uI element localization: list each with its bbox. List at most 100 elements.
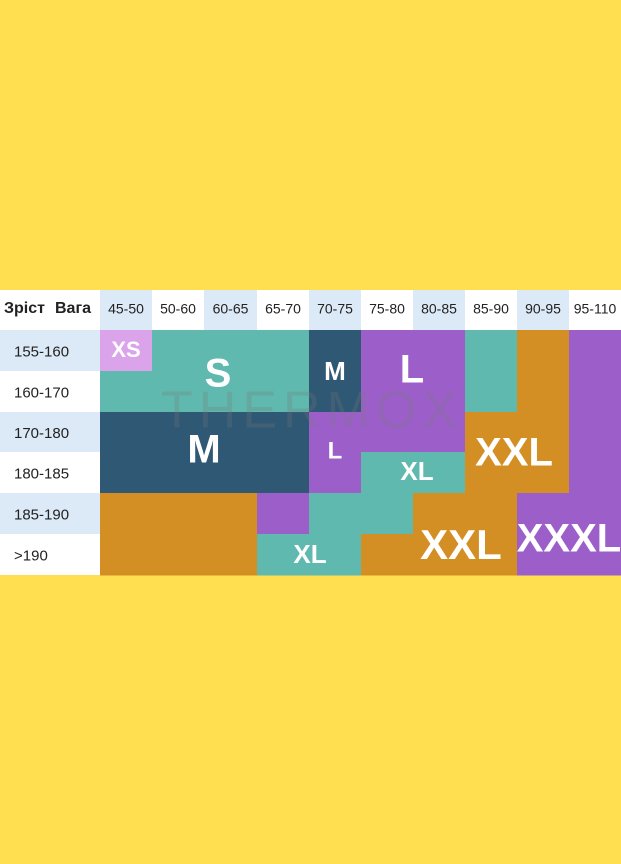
height-header: Зріст	[4, 300, 45, 317]
size-cell	[100, 330, 153, 372]
size-label: XL	[400, 456, 433, 486]
size-label: XL	[293, 539, 326, 569]
watermark: THERMOX	[161, 382, 463, 440]
size-cell	[257, 371, 310, 413]
size-cell	[152, 534, 205, 576]
size-cell	[413, 412, 466, 453]
weight-cell	[257, 290, 309, 330]
size-cell	[100, 371, 153, 413]
size-cell	[413, 330, 466, 372]
size-cell	[569, 534, 621, 576]
size-label: L	[328, 437, 343, 464]
height-cell	[0, 412, 100, 452]
size-cell	[152, 371, 205, 413]
weight-label: 50-60	[160, 301, 196, 317]
size-cell	[257, 452, 310, 494]
weight-label: 90-95	[525, 301, 561, 317]
weight-cell	[517, 290, 569, 330]
size-cell	[100, 452, 153, 494]
size-label: XXL	[420, 521, 502, 568]
height-label: 180-185	[14, 465, 69, 482]
size-cell	[465, 452, 518, 494]
size-cell	[413, 371, 466, 413]
size-cell	[569, 330, 621, 372]
size-cell	[257, 412, 310, 453]
size-cell	[100, 412, 153, 453]
size-cell	[517, 493, 570, 535]
size-cell	[361, 534, 414, 576]
size-cell	[100, 493, 153, 535]
weight-label: 80-85	[421, 301, 457, 317]
size-cell	[309, 412, 362, 453]
size-cell	[152, 330, 205, 372]
weight-cell	[569, 290, 621, 330]
height-cell	[0, 371, 100, 412]
weight-cell	[465, 290, 517, 330]
size-cell	[309, 493, 362, 535]
weight-cell	[152, 290, 204, 330]
size-cell	[309, 371, 362, 413]
weight-cell	[361, 290, 413, 330]
size-label: XXL	[475, 431, 553, 475]
size-cell	[361, 330, 414, 372]
size-cell	[569, 371, 621, 413]
size-label: L	[400, 348, 424, 392]
size-label: M	[324, 356, 346, 386]
size-cell	[569, 452, 621, 494]
size-cell	[152, 412, 205, 453]
size-cell	[569, 493, 621, 535]
weight-label: 45-50	[108, 301, 144, 317]
height-label: 160-170	[14, 384, 69, 401]
height-cell	[0, 330, 100, 371]
size-cell	[517, 452, 570, 494]
size-cell	[152, 493, 205, 535]
height-cell	[0, 452, 100, 493]
weight-cell	[204, 290, 257, 330]
size-cell	[204, 452, 258, 494]
weight-label: 60-65	[213, 301, 249, 317]
size-cell	[465, 330, 518, 372]
size-cell	[152, 452, 205, 494]
size-cell	[413, 452, 466, 494]
size-cell	[517, 534, 570, 576]
weight-header: Вага	[55, 300, 91, 317]
size-cell	[413, 534, 466, 576]
weight-label: 75-80	[369, 301, 405, 317]
weight-cell	[100, 290, 152, 330]
size-cell	[257, 493, 310, 535]
weight-label: 65-70	[265, 301, 301, 317]
size-cell	[204, 330, 258, 372]
size-cell	[413, 493, 466, 535]
size-label: S	[205, 352, 232, 396]
size-cell	[204, 534, 258, 576]
height-label: 170-180	[14, 425, 69, 442]
weight-cell	[309, 290, 361, 330]
size-cell	[361, 371, 414, 413]
size-cell	[100, 534, 153, 576]
size-cell	[204, 412, 258, 453]
size-cell	[517, 330, 570, 372]
height-cell	[0, 493, 100, 534]
weight-label: 70-75	[317, 301, 353, 317]
size-cell	[517, 371, 570, 413]
size-cell	[361, 412, 414, 453]
size-cell	[257, 330, 310, 372]
size-label: XS	[111, 337, 140, 362]
size-cell	[309, 452, 362, 494]
size-cell	[309, 330, 362, 372]
size-cell	[465, 534, 518, 576]
size-cell	[517, 412, 570, 453]
size-cell	[257, 534, 310, 576]
size-label: M	[187, 428, 220, 472]
weight-cell	[413, 290, 465, 330]
size-cell	[465, 493, 518, 535]
height-cell	[0, 534, 100, 575]
size-cell	[204, 493, 258, 535]
size-cell	[309, 534, 362, 576]
weight-label: 95-110	[574, 301, 617, 317]
size-cell	[361, 452, 414, 494]
size-cell	[569, 412, 621, 453]
height-label: >190	[14, 547, 48, 564]
